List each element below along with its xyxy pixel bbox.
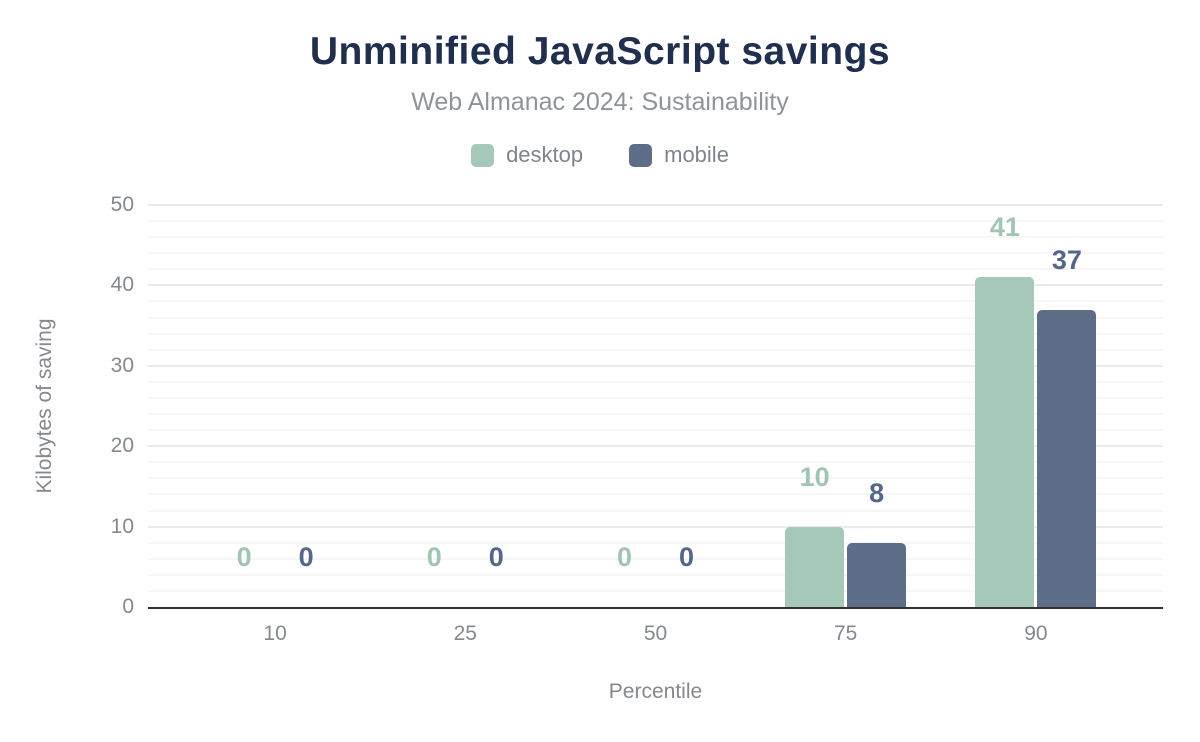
bar-desktop-p90: [975, 277, 1035, 607]
major-gridline: [148, 445, 1163, 448]
y-tick-label: 10: [110, 514, 134, 538]
value-label-mobile-p90: 37: [1051, 244, 1082, 275]
value-label-mobile-p10: 0: [298, 542, 314, 572]
x-axis-title: Percentile: [608, 680, 703, 703]
x-tick-label: 25: [453, 622, 477, 645]
bar-mobile-p75: [847, 542, 907, 607]
minor-gridline: [148, 396, 1163, 399]
minor-gridline: [148, 332, 1163, 335]
value-label-mobile-p25: 0: [488, 542, 504, 572]
major-gridline: [148, 284, 1163, 287]
minor-gridline: [148, 557, 1163, 560]
x-tick-label: 10: [263, 622, 287, 645]
major-gridline: [148, 204, 1163, 206]
chart-title: Unminified JavaScript savings: [309, 30, 891, 73]
y-tick-label: 0: [122, 595, 134, 618]
major-gridline: [148, 525, 1163, 528]
y-tick-label: 20: [110, 434, 134, 458]
legend-swatch-mobile: [629, 143, 653, 167]
legend-item-mobile: mobile: [629, 142, 729, 168]
minor-gridline: [148, 429, 1163, 432]
value-label-desktop-p25: 0: [426, 542, 442, 572]
value-label-mobile-p75: 8: [869, 477, 885, 508]
minor-gridline: [148, 477, 1163, 480]
value-label-mobile-p50: 0: [678, 542, 695, 572]
major-gridline: [148, 364, 1163, 367]
minor-gridline: [148, 268, 1163, 271]
y-axis-title: Kilobytes of saving: [33, 318, 56, 494]
legend-label-mobile: mobile: [664, 142, 729, 167]
minor-gridline: [148, 493, 1163, 496]
minor-gridline: [148, 348, 1163, 351]
x-tick-label: 90: [1024, 622, 1048, 645]
y-tick-label: 50: [110, 193, 134, 216]
value-label-desktop-p50: 0: [616, 542, 633, 572]
minor-gridline: [148, 380, 1163, 383]
value-label-desktop-p10: 0: [236, 542, 252, 572]
value-label-desktop-p90: 41: [989, 212, 1020, 243]
legend-item-desktop: desktop: [471, 142, 583, 168]
minor-gridline: [148, 220, 1163, 223]
x-tick-label: 50: [643, 622, 668, 645]
minor-gridline: [148, 316, 1163, 319]
minor-gridline: [148, 300, 1163, 303]
bar-mobile-p90: [1037, 309, 1097, 607]
chart-subtitle: Web Almanac 2024: Sustainability: [411, 88, 789, 116]
minor-gridline: [148, 541, 1163, 544]
bar-desktop-p75: [785, 526, 845, 607]
minor-gridline: [148, 573, 1163, 576]
legend: desktop mobile: [0, 142, 1200, 168]
y-tick-label: 30: [110, 353, 134, 377]
y-tick-label: 40: [110, 273, 134, 297]
minor-gridline: [148, 252, 1163, 255]
minor-gridline: [148, 589, 1163, 592]
x-tick-label: 75: [834, 622, 858, 645]
minor-gridline: [148, 461, 1163, 464]
legend-swatch-desktop: [471, 143, 495, 167]
minor-gridline: [148, 413, 1163, 416]
plot-area: 0 10 20 30 40 50 10 0 0 25 0 0 50 0 0 75 10 8 90 41 37: [111, 194, 1163, 645]
minor-gridline: [148, 236, 1163, 239]
minor-gridline: [148, 509, 1163, 512]
legend-label-desktop: desktop: [506, 142, 584, 167]
value-label-desktop-p75: 10: [799, 461, 830, 492]
